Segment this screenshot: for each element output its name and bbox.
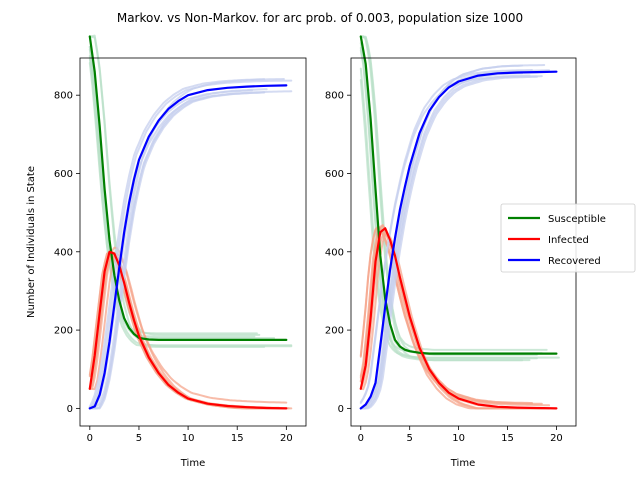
x-tick-label: 20 — [280, 433, 293, 444]
simulation-line-infected — [88, 246, 288, 404]
series-line-infected — [88, 250, 288, 410]
series-line-recovered — [359, 70, 558, 410]
simulation-line-recovered — [88, 79, 293, 409]
x-tick-label: 15 — [231, 433, 244, 444]
y-tick-label: 800 — [325, 91, 344, 102]
x-axis-label-right: Time — [450, 458, 475, 469]
legend-label-infected: Infected — [548, 235, 589, 246]
y-tick-label: 200 — [325, 326, 344, 337]
simulation-line-susceptible — [88, 57, 256, 338]
mean-lines-left — [88, 35, 288, 410]
simulation-line-recovered — [88, 90, 293, 410]
x-tick-label: 10 — [182, 433, 195, 444]
x-tick-label: 20 — [550, 433, 563, 444]
legend-label-susceptible: Susceptible — [548, 214, 606, 225]
x-axis-label-left: Time — [180, 458, 205, 469]
mean-lines-right — [359, 35, 558, 410]
legend: Susceptible Infected Recovered — [500, 203, 636, 273]
simulation-line-susceptible — [88, 45, 293, 347]
x-tick-label: 10 — [452, 433, 465, 444]
x-tick-label: 5 — [407, 433, 413, 444]
y-tick-label: 800 — [54, 91, 73, 102]
axes-frame-left — [79, 57, 307, 427]
simulation-line-recovered — [88, 78, 266, 408]
legend-label-recovered: Recovered — [548, 256, 601, 267]
series-line-susceptible — [359, 35, 558, 355]
y-axis-label-left: Number of Individuals in State — [26, 166, 37, 318]
chart-title: Markov. vs Non-Markov. for arc prob. of … — [117, 11, 523, 25]
x-tick-label: 5 — [136, 433, 142, 444]
y-tick-label: 600 — [54, 169, 73, 180]
y-tick-label: 400 — [325, 247, 344, 258]
y-tick-label: 600 — [325, 169, 344, 180]
x-tick-label: 0 — [358, 433, 364, 444]
y-tick-label: 0 — [67, 404, 73, 415]
simulation-lines-left — [88, 34, 293, 410]
y-tick-label: 400 — [54, 247, 73, 258]
x-tick-label: 0 — [87, 433, 93, 444]
series-line-infected — [359, 227, 558, 410]
legend-box — [500, 203, 636, 273]
series-line-recovered — [88, 84, 288, 410]
y-tick-label: 0 — [338, 404, 344, 415]
y-tick-label: 200 — [54, 326, 73, 337]
x-tick-label: 15 — [501, 433, 514, 444]
simulation-line-recovered — [359, 72, 524, 410]
simulation-line-susceptible — [359, 79, 560, 359]
